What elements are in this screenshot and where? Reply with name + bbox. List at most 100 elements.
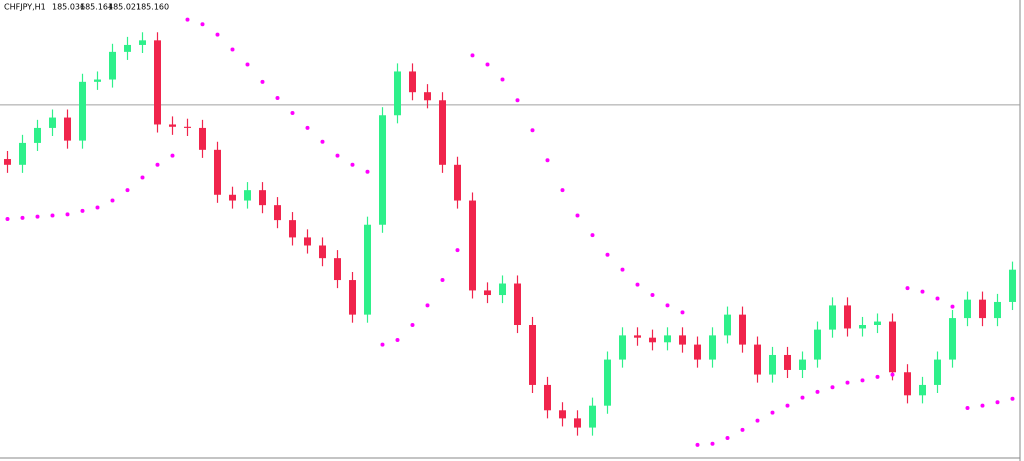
candle-body <box>574 418 581 428</box>
candle-body <box>199 127 206 150</box>
sar-dot <box>440 278 445 283</box>
candle-body <box>244 190 251 201</box>
candle-body <box>799 359 806 370</box>
candle-body <box>709 335 716 360</box>
candle-body <box>949 318 956 360</box>
sar-dot <box>35 214 40 219</box>
candle-body <box>829 305 836 330</box>
candle-body <box>454 164 461 201</box>
sar-dot <box>965 405 970 410</box>
candle-body <box>94 79 101 82</box>
candle-body <box>289 220 296 238</box>
candle-body <box>769 354 776 375</box>
sar-dot <box>710 441 715 446</box>
candle-body <box>49 117 56 128</box>
sar-dot <box>680 310 685 315</box>
candle-body <box>409 71 416 93</box>
candle-body <box>694 344 701 360</box>
candle-body <box>544 384 551 411</box>
candle-body <box>874 321 881 326</box>
candle-body <box>739 314 746 345</box>
sar-dot <box>935 296 940 301</box>
candle-body <box>664 335 671 343</box>
sar-dot <box>140 175 145 180</box>
candle-body <box>34 127 41 143</box>
sar-dot <box>530 128 535 133</box>
candle-body <box>484 290 491 296</box>
sar-dot <box>740 427 745 432</box>
candle-body <box>979 299 986 319</box>
candle-body <box>64 117 71 141</box>
candle-body <box>334 258 341 281</box>
sar-dot <box>200 22 205 27</box>
sar-dot <box>80 208 85 213</box>
candle-body <box>679 335 686 345</box>
candle-body <box>229 194 236 201</box>
ohlc-close: 185.160 <box>136 3 169 12</box>
candle-body <box>784 354 791 370</box>
sar-dot <box>95 205 100 210</box>
candle-body <box>634 335 641 338</box>
sar-dot <box>230 47 235 52</box>
ohlc-open: 185.036 <box>52 3 85 12</box>
sar-dot <box>770 410 775 415</box>
candle-body <box>139 40 146 45</box>
candle-body <box>814 329 821 360</box>
sar-dot <box>170 153 175 158</box>
sar-dot <box>515 98 520 103</box>
candle-body <box>559 410 566 419</box>
sar-dot <box>350 162 355 167</box>
candle-body <box>259 190 266 206</box>
sar-dot <box>860 378 865 383</box>
candle-body <box>304 237 311 246</box>
sar-dot <box>695 442 700 447</box>
candle-body <box>724 314 731 336</box>
sar-dot <box>725 435 730 440</box>
sar-dot <box>305 125 310 130</box>
candle-body <box>649 337 656 343</box>
ohlc-high: 185.164 <box>80 3 113 12</box>
sar-dot <box>905 286 910 291</box>
sar-dot <box>110 198 115 203</box>
sar-dot <box>455 248 460 253</box>
candle-body <box>4 159 11 165</box>
sar-dot <box>890 372 895 377</box>
candle-body <box>934 359 941 385</box>
candle-body <box>619 335 626 360</box>
candle-body <box>514 283 521 326</box>
sar-dot <box>845 380 850 385</box>
sar-dot <box>470 53 475 58</box>
candle-body <box>844 305 851 329</box>
ohlc-low: 185.021 <box>108 3 141 12</box>
sar-dot <box>500 77 505 82</box>
sar-dot <box>335 153 340 158</box>
sar-dot <box>920 289 925 294</box>
sar-dot <box>545 158 550 163</box>
sar-dot <box>245 62 250 67</box>
candle-body <box>994 301 1001 319</box>
sar-dot <box>20 215 25 220</box>
sar-dot <box>830 385 835 390</box>
sar-dot <box>125 188 130 193</box>
sar-dot <box>185 17 190 22</box>
candle-body <box>904 372 911 396</box>
sar-dot <box>395 337 400 342</box>
sar-dot <box>215 32 220 37</box>
sar-dot <box>65 212 70 217</box>
sar-dot <box>1010 396 1015 401</box>
sar-dot <box>155 162 160 167</box>
sar-dot <box>260 79 265 84</box>
sar-dot <box>875 374 880 379</box>
candle-body <box>319 245 326 259</box>
candle-body <box>124 44 131 52</box>
sar-dot <box>950 304 955 309</box>
candle-body <box>964 299 971 319</box>
candle-body <box>424 92 431 101</box>
sar-dot <box>575 213 580 218</box>
candle-body <box>214 149 221 195</box>
sar-dot <box>320 139 325 144</box>
sar-dot <box>275 95 280 100</box>
chart-title: CHFJPY,H1 <box>4 3 46 12</box>
sar-dot <box>995 400 1000 405</box>
